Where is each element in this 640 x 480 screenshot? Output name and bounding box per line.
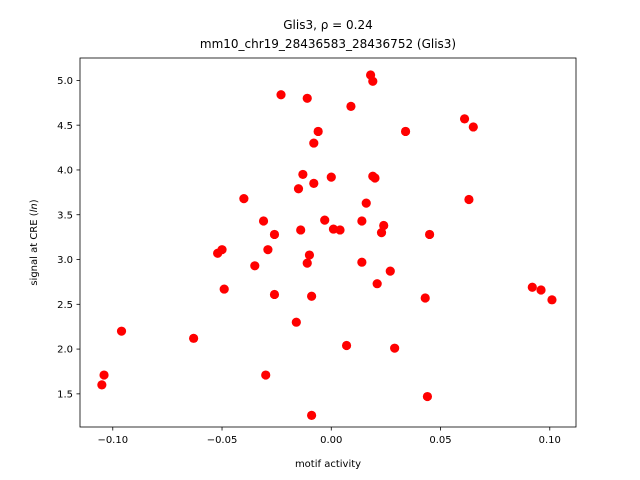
y-axis-label-italic: ln (29, 203, 40, 212)
data-point-27 (320, 215, 330, 225)
data-point-1 (99, 370, 109, 380)
data-point-14 (276, 90, 286, 100)
data-point-42 (379, 220, 389, 231)
data-point-45 (400, 126, 411, 137)
data-point-3 (189, 333, 199, 343)
data-point-6 (219, 284, 229, 294)
data-point-32 (346, 101, 356, 111)
x-axis-ticks: −0.10 −0.05 0.00 0.05 0.10 (97, 427, 561, 446)
x-tick-label-1: −0.05 (207, 435, 238, 446)
data-point-34 (357, 257, 367, 267)
data-point-52 (527, 282, 537, 292)
data-point-49 (459, 114, 470, 124)
data-point-19 (302, 93, 312, 103)
y-tick-label-0: 1.5 (57, 389, 73, 400)
x-tick-label-0: −0.10 (97, 435, 128, 446)
chart-title-gene: Glis3 (283, 18, 313, 32)
data-point-43 (385, 266, 395, 276)
data-point-11 (263, 245, 273, 255)
data-point-41 (376, 228, 387, 238)
data-point-40 (372, 279, 382, 289)
y-tick-label-5: 4.0 (57, 166, 73, 177)
data-point-25 (309, 178, 319, 188)
x-axis-label: motif activity (295, 459, 361, 470)
y-tick-label-2: 2.5 (57, 300, 73, 311)
data-point-0 (97, 380, 107, 390)
chart-title-stat: ρ = 0.24 (321, 18, 373, 32)
data-point-39 (370, 173, 380, 183)
data-point-53 (536, 285, 546, 295)
y-axis-label-suffix: ) (29, 199, 40, 203)
data-point-54 (547, 295, 557, 305)
data-point-8 (250, 261, 260, 271)
data-point-5 (217, 245, 227, 255)
data-point-33 (357, 216, 367, 226)
data-point-47 (422, 391, 433, 402)
data-point-2 (116, 326, 127, 336)
y-tick-label-6: 4.5 (57, 121, 73, 132)
data-point-13 (269, 289, 280, 300)
x-tick-label-4: 0.10 (539, 435, 561, 446)
data-point-16 (293, 184, 304, 194)
y-axis-label: signal at CRE (ln) (29, 199, 40, 285)
y-axis-ticks: 1.5 2.0 2.5 3.0 3.5 4.0 4.5 5.0 (57, 76, 80, 400)
data-point-24 (309, 138, 319, 148)
data-point-35 (361, 198, 371, 208)
chart-title: Glis3, ρ = 0.24 (283, 18, 373, 32)
y-tick-label-3: 3.0 (57, 255, 73, 266)
data-point-15 (291, 317, 301, 327)
data-point-10 (261, 370, 271, 380)
x-tick-label-3: 0.05 (429, 435, 451, 446)
points-layer (97, 70, 557, 420)
data-point-22 (307, 291, 317, 301)
data-point-7 (239, 194, 249, 204)
data-point-31 (341, 340, 352, 351)
data-point-20 (302, 258, 312, 268)
data-point-50 (464, 194, 474, 205)
data-point-26 (313, 126, 323, 137)
y-axis-label-prefix: signal at CRE ( (29, 212, 40, 285)
data-point-28 (326, 172, 336, 182)
data-point-9 (258, 216, 269, 226)
plot-area: −0.10 −0.05 0.00 0.05 0.10 1.5 2.0 2.5 3.0 3.5 4.… (57, 57, 577, 446)
data-point-30 (335, 225, 345, 235)
data-point-12 (269, 229, 280, 240)
axes-frame (79, 57, 577, 428)
y-tick-label-1: 2.0 (57, 345, 73, 356)
y-tick-label-7: 5.0 (57, 76, 73, 87)
data-point-21 (304, 250, 315, 260)
data-point-18 (298, 169, 308, 180)
data-point-23 (307, 410, 317, 420)
data-point-37 (368, 76, 378, 86)
x-tick-label-2: 0.00 (320, 435, 342, 446)
y-tick-label-4: 3.5 (57, 210, 73, 221)
data-point-17 (296, 225, 306, 235)
data-point-48 (425, 229, 435, 240)
chart-subtitle: mm10_chr19_28436583_28436752 (Glis3) (200, 37, 456, 51)
data-point-51 (468, 122, 478, 132)
data-point-44 (390, 343, 400, 353)
data-point-46 (420, 293, 430, 303)
